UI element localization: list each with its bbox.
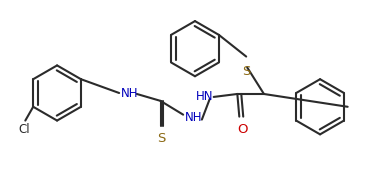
Text: Cl: Cl — [19, 122, 30, 136]
Text: S: S — [242, 65, 250, 78]
Text: NH: NH — [121, 88, 139, 100]
Text: NH: NH — [185, 111, 203, 124]
Text: HN: HN — [196, 90, 214, 103]
Text: O: O — [237, 122, 248, 136]
Text: S: S — [157, 132, 166, 145]
